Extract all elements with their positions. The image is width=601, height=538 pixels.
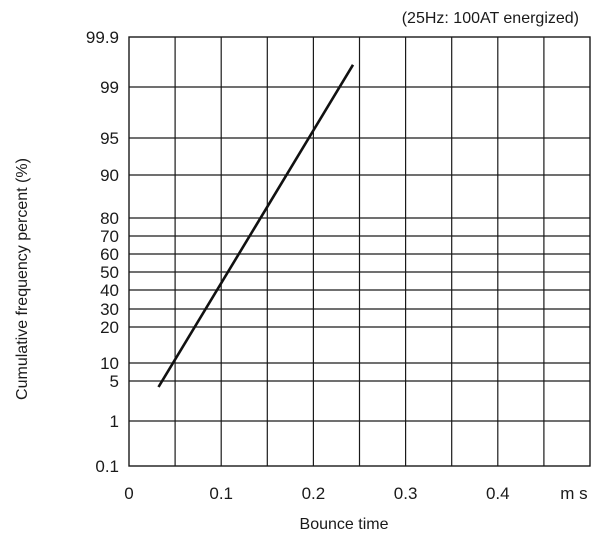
y-axis-label: Cumulative frequency percent (%) (14, 158, 31, 400)
y-tick-label: 10 (100, 354, 119, 373)
grid-lines (129, 37, 590, 466)
y-tick-label: 99.9 (86, 28, 119, 47)
y-tick-label: 95 (100, 129, 119, 148)
y-tick-label: 90 (100, 166, 119, 185)
x-tick-label: 0.3 (394, 484, 418, 503)
x-tick-label: 0.4 (486, 484, 510, 503)
y-tick-label: 70 (100, 227, 119, 246)
x-tick-label: 0.1 (209, 484, 233, 503)
y-tick-label: 30 (100, 300, 119, 319)
y-tick-label: 40 (100, 281, 119, 300)
y-tick-label: 1 (110, 412, 119, 431)
y-tick-label: 20 (100, 318, 119, 337)
y-tick-label: 0.1 (95, 457, 119, 476)
y-tick-label: 99 (100, 78, 119, 97)
y-tick-label: 60 (100, 245, 119, 264)
y-tick-label: 50 (100, 263, 119, 282)
chart-subtitle: (25Hz: 100AT energized) (402, 10, 579, 27)
series-layer (157, 64, 355, 388)
x-tick-labels: 0 0.1 0.2 0.3 0.4 (124, 484, 509, 503)
x-axis-label: Bounce time (300, 516, 389, 533)
series-line (157, 64, 355, 388)
x-tick-label: 0 (124, 484, 133, 503)
y-tick-label: 5 (110, 372, 119, 391)
x-axis-unit: m s (560, 484, 587, 503)
x-tick-label: 0.2 (302, 484, 326, 503)
y-tick-label: 80 (100, 209, 119, 228)
plot-frame (128, 36, 591, 467)
